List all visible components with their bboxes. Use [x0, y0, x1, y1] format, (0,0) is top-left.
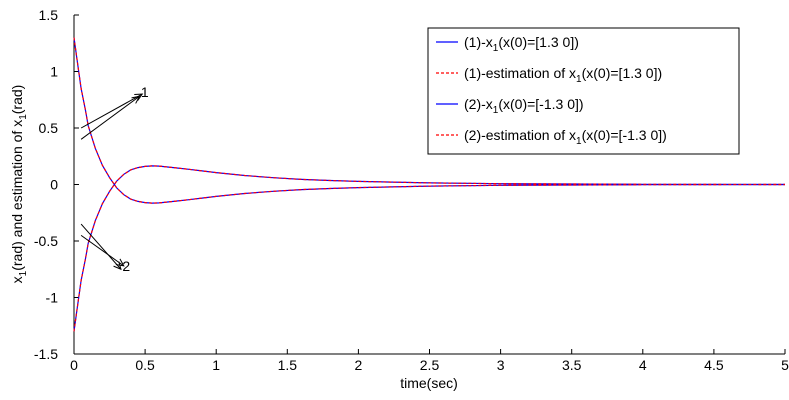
x-tick-label: 1 [212, 357, 220, 373]
y-tick-label: -1 [46, 290, 59, 306]
y-tick-label: 1.5 [39, 7, 59, 23]
annotation-arrowhead [113, 261, 122, 271]
series-line-4 [73, 165, 786, 332]
y-tick-label: 1 [50, 64, 58, 80]
legend-entry-4: (2)-estimation of x1(x(0)=[-1.3 0]) [464, 127, 667, 147]
y-tick-label: 0 [50, 177, 58, 193]
annotation-arrow [80, 223, 122, 270]
legend-box [427, 27, 740, 155]
y-tick-label: -1.5 [34, 346, 58, 362]
x-tick-label: 5 [781, 357, 789, 373]
x-tick-label: 3.5 [562, 357, 582, 373]
x-tick-label: 0.5 [135, 357, 155, 373]
annotation-arrowhead [115, 258, 125, 267]
series-line-3 [73, 165, 786, 332]
annotation-arrow [80, 234, 125, 267]
series-line-2 [73, 37, 786, 204]
legend-entry-2: (1)-estimation of x1(x(0)=[1.3 0]) [464, 65, 662, 85]
x-tick-label: 2 [355, 357, 363, 373]
annotation-label: 2 [122, 258, 130, 274]
y-tick-label: 0.5 [39, 120, 59, 136]
x-tick-label: 3 [497, 357, 505, 373]
x-tick-label: 1.5 [278, 357, 298, 373]
annotation-arrowhead [134, 93, 144, 101]
x-tick-label: 4.5 [704, 357, 724, 373]
annotation-arrow [80, 93, 143, 129]
x-tick-label: 2.5 [420, 357, 440, 373]
x-tick-label: 0 [70, 357, 78, 373]
plot-area: 0 0.5 1 1.5 2 2.5 3 3.5 4 4.5 5 -1.5 -1 -0.5 0 0.5 1 1.5 1… [34, 7, 789, 373]
annotation-label: 1 [141, 84, 149, 100]
annotation-arrowhead [131, 95, 141, 104]
annotation-arrow [80, 95, 140, 140]
y-axis-label: x1(rad) and estimation of x1(rad) [9, 85, 29, 284]
x-axis-label: time(sec) [400, 375, 458, 391]
legend: (1)-x1(x(0)=[1.3 0]) (1)-estimation of x… [427, 27, 740, 155]
y-tick-label: -0.5 [34, 233, 58, 249]
legend-entry-3: (2)-x1(x(0)=[-1.3 0]) [464, 96, 584, 116]
x-tick-label: 4 [639, 357, 647, 373]
legend-entry-1: (1)-x1(x(0)=[1.3 0]) [464, 34, 579, 54]
